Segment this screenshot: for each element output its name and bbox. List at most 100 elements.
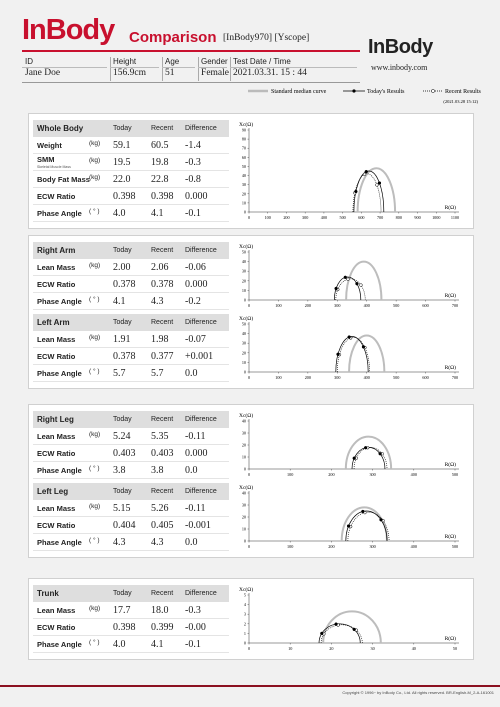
cell-recent: 19.8 bbox=[151, 157, 169, 168]
cell-today: 5.15 bbox=[113, 503, 131, 514]
x-tick-label: 100 bbox=[287, 544, 293, 549]
y-tick-label: 5 bbox=[244, 593, 246, 598]
row-rule bbox=[33, 652, 229, 653]
y-tick-label: 90 bbox=[242, 128, 246, 133]
x-tick-label: 200 bbox=[328, 472, 334, 477]
row-label: Phase Angle bbox=[37, 369, 82, 378]
x-tick-label: 50 bbox=[453, 646, 457, 651]
cell-today: 3.8 bbox=[113, 465, 126, 476]
logo: InBody bbox=[22, 14, 115, 46]
row-sublabel: Skeletal Muscle Mass bbox=[37, 165, 71, 169]
cell-today: 1.91 bbox=[113, 334, 131, 345]
cell-recent: 1.98 bbox=[151, 334, 169, 345]
row-label: Lean Mass bbox=[37, 504, 76, 513]
cell-recent: 18.0 bbox=[151, 605, 169, 616]
standard-curve bbox=[345, 260, 383, 301]
legend-today: Today's Results bbox=[367, 89, 405, 95]
today-point bbox=[363, 446, 368, 450]
y-tick-label: 0 bbox=[244, 641, 246, 646]
row-rule bbox=[33, 533, 229, 534]
x-tick-label: 300 bbox=[369, 544, 375, 549]
info-value: Female bbox=[201, 68, 229, 78]
section-title: Left Leg bbox=[37, 487, 69, 496]
panel: Right Arm Today Recent Difference Lean Mass (… bbox=[28, 235, 474, 389]
row-unit: ( ° ) bbox=[89, 208, 100, 215]
info-label: Gender bbox=[201, 57, 228, 66]
section-title: Right Arm bbox=[37, 246, 76, 255]
row-label: Phase Angle bbox=[37, 209, 82, 218]
cell-today: 22.0 bbox=[113, 174, 131, 185]
cell-recent: 2.06 bbox=[151, 262, 169, 273]
info-value: 156.9cm bbox=[113, 68, 146, 78]
today-point bbox=[320, 631, 324, 636]
today-point bbox=[361, 509, 365, 514]
column-header: Today bbox=[113, 488, 132, 495]
section-title: Left Arm bbox=[37, 318, 70, 327]
y-axis-label: Xc(Ω) bbox=[239, 484, 253, 491]
cell-recent: 5.26 bbox=[151, 503, 169, 514]
x-axis-label: R(Ω) bbox=[445, 533, 457, 540]
cell-difference: 0.0 bbox=[185, 368, 198, 379]
cell-recent: 0.398 bbox=[151, 191, 174, 202]
cell-recent: 4.3 bbox=[151, 296, 164, 307]
row-label: Phase Angle bbox=[37, 297, 82, 306]
y-tick-label: 4 bbox=[244, 602, 247, 607]
cell-difference: -0.2 bbox=[185, 296, 201, 307]
today-curve bbox=[333, 276, 362, 301]
today-point bbox=[364, 169, 368, 174]
y-axis-label: Xc(Ω) bbox=[239, 586, 253, 593]
info-label: Age bbox=[165, 57, 180, 66]
cell-recent: 0.399 bbox=[151, 622, 174, 633]
row-unit: (kg) bbox=[89, 431, 101, 438]
x-axis-label: R(Ω) bbox=[445, 292, 457, 299]
today-point bbox=[343, 275, 347, 279]
row-label: Lean Mass bbox=[37, 335, 76, 344]
y-tick-label: 40 bbox=[242, 419, 246, 424]
row-rule bbox=[33, 444, 229, 445]
standard-curve bbox=[322, 610, 382, 644]
today-point bbox=[355, 282, 359, 286]
recent-curve bbox=[335, 278, 366, 301]
x-tick-label: 500 bbox=[452, 544, 458, 549]
cell-difference: -0.001 bbox=[185, 520, 211, 531]
row-unit: ( ° ) bbox=[89, 465, 100, 472]
cell-difference: -0.1 bbox=[185, 208, 201, 219]
y-tick-label: 2 bbox=[244, 621, 246, 626]
column-header: Difference bbox=[185, 247, 217, 254]
x-tick-label: 1100 bbox=[451, 215, 459, 220]
legend-today-dot bbox=[352, 89, 356, 93]
cell-difference: -0.11 bbox=[185, 503, 206, 514]
table-header bbox=[33, 120, 229, 137]
x-tick-label: 300 bbox=[369, 472, 375, 477]
cell-difference: -0.1 bbox=[185, 639, 201, 650]
row-rule bbox=[33, 204, 229, 205]
section: Left Arm Today Recent Difference Lean Mass (k… bbox=[33, 314, 469, 382]
cell-today: 0.378 bbox=[113, 351, 136, 362]
today-point bbox=[352, 627, 356, 632]
cell-today: 2.00 bbox=[113, 262, 131, 273]
recent-curve bbox=[320, 624, 363, 644]
section: Whole Body Today Recent Difference Weight (kg… bbox=[33, 120, 469, 222]
row-rule bbox=[33, 221, 229, 222]
row-rule bbox=[33, 461, 229, 462]
row-rule bbox=[33, 364, 229, 365]
table-header bbox=[33, 483, 229, 500]
cell-difference: -0.3 bbox=[185, 605, 201, 616]
column-header: Difference bbox=[185, 590, 217, 597]
row-unit: (kg) bbox=[89, 503, 101, 510]
column-header: Difference bbox=[185, 319, 217, 326]
x-tick-label: 900 bbox=[414, 215, 420, 220]
info-divider bbox=[110, 57, 111, 81]
cell-today: 0.378 bbox=[113, 279, 136, 290]
info-divider bbox=[230, 57, 231, 81]
cell-recent: 4.3 bbox=[151, 537, 164, 548]
y-tick-label: 80 bbox=[242, 137, 246, 142]
row-unit: (kg) bbox=[89, 174, 101, 181]
cell-difference: -0.3 bbox=[185, 157, 201, 168]
today-point bbox=[346, 524, 351, 528]
y-tick-label: 20 bbox=[242, 515, 246, 520]
cell-difference: 0.000 bbox=[185, 191, 208, 202]
y-tick-label: 0 bbox=[244, 539, 246, 544]
